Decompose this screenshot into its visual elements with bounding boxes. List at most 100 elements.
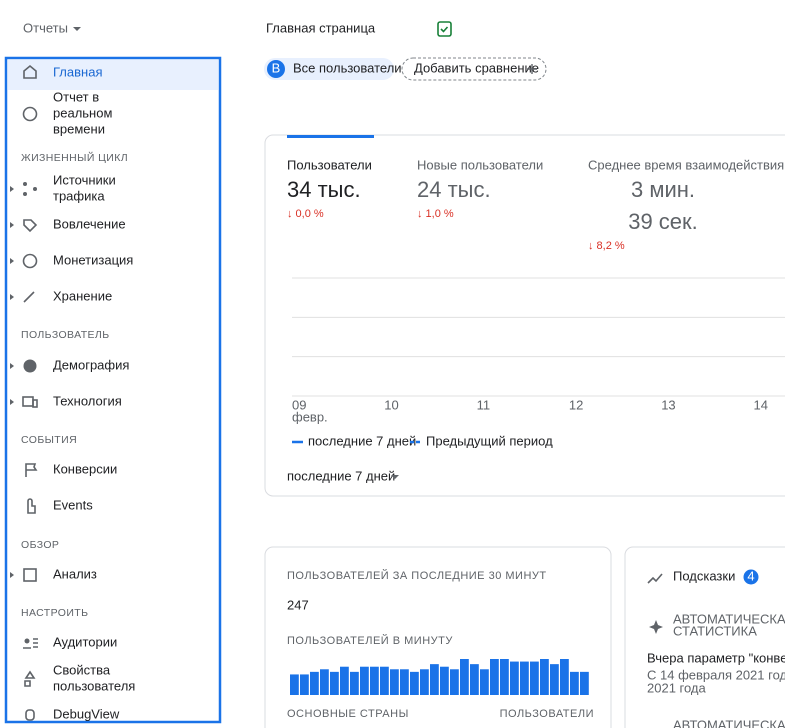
nav-item[interactable]: Анализ [53,566,97,581]
section-header: ЖИЗНЕННЫЙ ЦИКЛ [21,151,128,164]
insight-text: 2021 года [647,680,707,695]
metric-change: ↓ 1,0 % [417,208,454,220]
device-icon [22,396,34,407]
insights-icon [647,573,663,584]
nav-outline [4,56,222,724]
verified-icon [440,26,449,33]
nav-item[interactable]: Вовлечение [53,216,126,231]
metric-change: ↓ 8,2 % [588,240,625,252]
dropdown-arrow [73,27,81,31]
insight-tag: СТАТИСТИКА [673,623,757,638]
icon [33,187,37,191]
realtime-value: 247 [287,597,309,612]
x-tick-label: 09 [292,397,306,412]
bar [310,671,319,695]
x-tick-sublabel: февр. [292,409,328,424]
overview-card [264,134,785,497]
nav-item[interactable]: Источники [53,172,116,187]
card-subtitle: ПОЛЬЗОВАТЕЛЕЙ В МИНУТУ [287,634,453,647]
range-picker[interactable]: последние 7 дней [287,468,395,483]
x-tick-label: 11 [477,397,491,412]
bar [330,671,339,695]
reports-dropdown[interactable]: Отчеты [23,20,68,35]
nav-item[interactable]: Отчет в [53,89,99,104]
bug-icon [25,709,35,721]
line-chart: 09 10 11 12 13 14 февр. последние 7 дней Предыду… [292,277,785,448]
icon [23,192,27,196]
metric-name[interactable]: Пользователи [287,157,372,172]
insights-card [624,546,785,728]
active-item [8,60,218,90]
sidebar: Отчеты Главная Отчет в реальном времени … [4,20,222,724]
bar [410,671,419,695]
metric-value: 39 сек. [628,209,698,234]
bar [470,664,479,695]
nav-item[interactable]: Аудитории [53,634,117,649]
dropdown-arrow [391,475,399,479]
bar [390,669,399,695]
nav-item[interactable]: DebugView [53,706,120,721]
sparkle-icon [649,620,663,634]
insight-headline[interactable]: Вчера параметр "конве [647,650,785,665]
count-badge-number: 4 [747,568,754,583]
icon [23,182,27,186]
nav-item[interactable]: Монетизация [53,252,133,267]
bar [400,669,409,695]
bar [530,661,539,695]
bar [540,659,549,695]
count-badge [743,569,759,585]
nav-item[interactable]: Хранение [53,288,112,303]
nav-item[interactable]: реальном [53,105,112,120]
insight-tag: АВТОМАТИЧЕСКАЯ [673,717,785,728]
expand-arrow [10,294,14,300]
audience-icon [24,638,30,644]
nav-item[interactable]: Демография [53,357,129,372]
bar-chart [290,659,589,695]
bar [290,674,299,695]
metric-value: 34 тыс. [287,177,361,202]
column-header: ПОЛЬЗОВАТЕЛИ [500,708,594,720]
bar [580,671,589,695]
expand-arrow [10,186,14,192]
audience-icon [23,638,38,649]
expand-arrow [10,399,14,405]
legend-label: Предыдущий период [426,433,553,448]
column-header: ОСНОВНЫЕ СТРАНЫ [287,708,409,720]
nav-item[interactable]: Главная [53,64,102,79]
bar [510,661,519,695]
nav-item[interactable]: Технология [53,393,122,408]
expand-arrow [10,258,14,264]
nav-item[interactable]: трафика [53,188,105,203]
bar [460,659,469,695]
flag-icon [25,463,38,477]
segment-label: Все пользователи [293,60,402,75]
section-header: ОБЗОР [21,539,59,551]
x-tick-label: 10 [384,397,398,412]
add-comparison[interactable] [401,57,547,81]
metric-value: 3 мин. [631,177,695,202]
nav-item[interactable]: времени [53,121,105,136]
money-icon [22,253,38,269]
bar [300,674,309,695]
nav-item[interactable]: Свойства [53,662,111,677]
active-tab [287,135,374,138]
legend-label: последние 7 дней [308,433,416,448]
segment-chip[interactable] [264,58,394,80]
touch-icon [27,498,36,514]
bar [420,669,429,695]
x-tick-label: 14 [754,397,768,412]
shapes-icon [24,670,36,687]
plus-icon [527,64,537,74]
nav-item[interactable]: Events [53,497,93,512]
bar [350,671,359,695]
nav-item[interactable]: пользователя [53,678,135,693]
nav-item[interactable]: Конверсии [53,461,117,476]
metric-value: 24 тыс. [417,177,491,202]
clock-icon [22,106,38,122]
globe-icon [23,359,37,373]
bar [340,666,349,695]
metric-name[interactable]: Новые пользователи [417,157,543,172]
metric-name[interactable]: Среднее время взаимодействия [588,157,784,172]
expand-arrow [10,363,14,369]
bar [440,666,449,695]
